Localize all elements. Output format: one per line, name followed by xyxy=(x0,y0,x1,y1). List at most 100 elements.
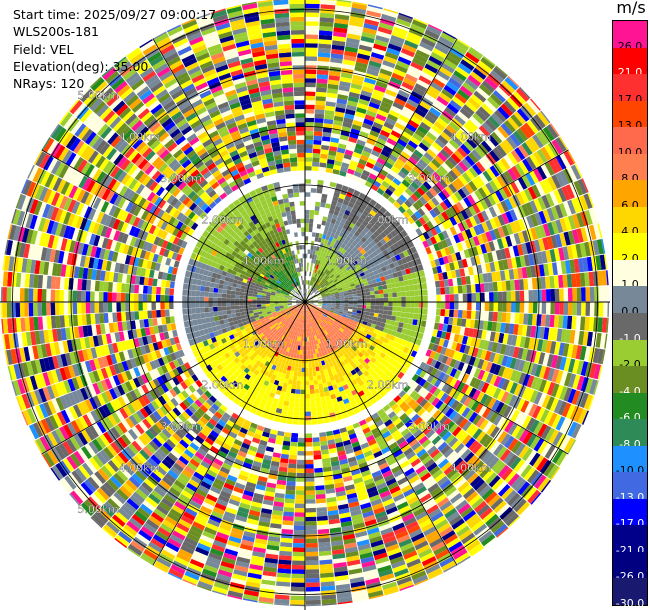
ray-gate xyxy=(365,342,372,349)
ray-gate xyxy=(409,290,415,297)
ray-gate xyxy=(567,199,576,215)
ray-gate xyxy=(393,369,401,377)
ray-gate xyxy=(309,380,314,386)
ray-gate xyxy=(419,234,426,242)
ray-gate xyxy=(321,278,326,283)
ray-gate xyxy=(455,177,465,188)
ray-gate xyxy=(340,72,353,79)
ray-gate xyxy=(361,150,371,158)
ray-gate xyxy=(522,431,533,445)
ray-gate xyxy=(315,366,320,372)
ray-gate xyxy=(331,133,341,139)
ray-gate xyxy=(327,240,332,246)
ray-gate xyxy=(290,595,305,601)
ray-gate xyxy=(571,423,582,439)
ray-gate xyxy=(537,289,542,302)
ray-gate xyxy=(319,276,323,281)
ray-gate xyxy=(334,326,340,332)
ray-gate xyxy=(346,350,352,357)
ray-gate xyxy=(305,126,314,132)
ray-gate xyxy=(322,286,327,290)
ray-gate xyxy=(479,283,485,293)
ray-gate xyxy=(293,525,305,531)
ray-gate xyxy=(318,34,333,41)
ray-gate xyxy=(497,226,506,238)
ray-gate xyxy=(381,165,391,173)
ray-gate xyxy=(306,336,310,342)
ray-gate xyxy=(358,192,367,200)
ray-gate xyxy=(322,131,332,138)
ray-gate xyxy=(422,308,428,315)
ray-gate xyxy=(348,304,354,307)
ray-gate xyxy=(339,170,347,177)
ray-gate xyxy=(343,290,348,294)
ray-gate xyxy=(291,362,296,367)
ray-gate xyxy=(306,266,309,272)
ray-gate xyxy=(315,264,319,270)
ray-gate xyxy=(312,437,320,443)
ray-gate xyxy=(454,191,463,202)
ray-gate xyxy=(372,206,380,214)
ray-gate xyxy=(451,440,462,451)
ray-gate xyxy=(323,325,328,331)
ray-gate xyxy=(357,293,362,297)
ray-gate xyxy=(319,12,335,19)
ray-gate xyxy=(399,317,405,323)
ray-gate xyxy=(395,452,406,462)
ray-gate xyxy=(352,224,359,231)
ray-gate xyxy=(387,196,396,204)
ray-gate xyxy=(518,161,529,175)
ray-gate xyxy=(327,79,340,86)
ray-gate xyxy=(296,380,301,386)
ray-gate xyxy=(376,241,383,248)
ray-gate xyxy=(373,313,379,318)
ray-gate xyxy=(364,216,371,224)
ray-gate xyxy=(419,100,431,111)
ray-gate xyxy=(453,214,462,224)
ray-gate xyxy=(392,347,399,355)
ray-gate xyxy=(491,250,498,262)
ray-gate xyxy=(311,307,316,311)
ray-gate xyxy=(430,227,438,236)
ray-gate xyxy=(449,262,456,271)
ray-gate xyxy=(445,375,454,385)
ray-gate xyxy=(368,377,376,384)
ray-gate xyxy=(313,446,321,451)
ray-gate xyxy=(563,150,575,166)
ray-gate xyxy=(349,249,355,256)
ray-gate xyxy=(295,490,305,496)
ray-gate xyxy=(290,366,295,372)
ray-gate xyxy=(345,326,351,331)
ray-gate xyxy=(504,344,511,356)
ray-gate xyxy=(533,438,545,452)
ray-gate xyxy=(357,390,365,397)
ray-gate xyxy=(538,238,546,252)
ray-gate xyxy=(311,258,314,264)
ray-gate xyxy=(479,466,491,479)
ray-gate xyxy=(453,522,468,534)
ray-gate xyxy=(337,89,349,96)
ray-gate xyxy=(433,352,441,361)
ray-gate xyxy=(331,128,341,135)
ray-gate xyxy=(305,300,310,302)
ray-gate xyxy=(358,260,364,266)
ray-gate xyxy=(535,182,546,196)
ray-gate xyxy=(451,341,458,351)
ray-gate xyxy=(561,186,571,201)
ray-gate xyxy=(448,169,458,180)
ray-gate xyxy=(572,359,580,374)
ray-gate xyxy=(547,262,554,276)
ray-gate xyxy=(308,304,312,309)
ray-gate xyxy=(325,275,330,281)
ray-gate xyxy=(368,220,376,227)
ray-gate xyxy=(369,271,375,277)
ray-gate xyxy=(370,184,379,192)
ray-gate xyxy=(305,227,309,232)
ray-gate xyxy=(496,202,506,214)
ray-gate xyxy=(327,315,332,319)
ray-gate xyxy=(457,555,471,565)
ray-gate xyxy=(453,333,460,343)
ray-gate xyxy=(337,336,343,341)
ray-gate xyxy=(321,293,326,296)
ray-gate xyxy=(447,51,462,63)
